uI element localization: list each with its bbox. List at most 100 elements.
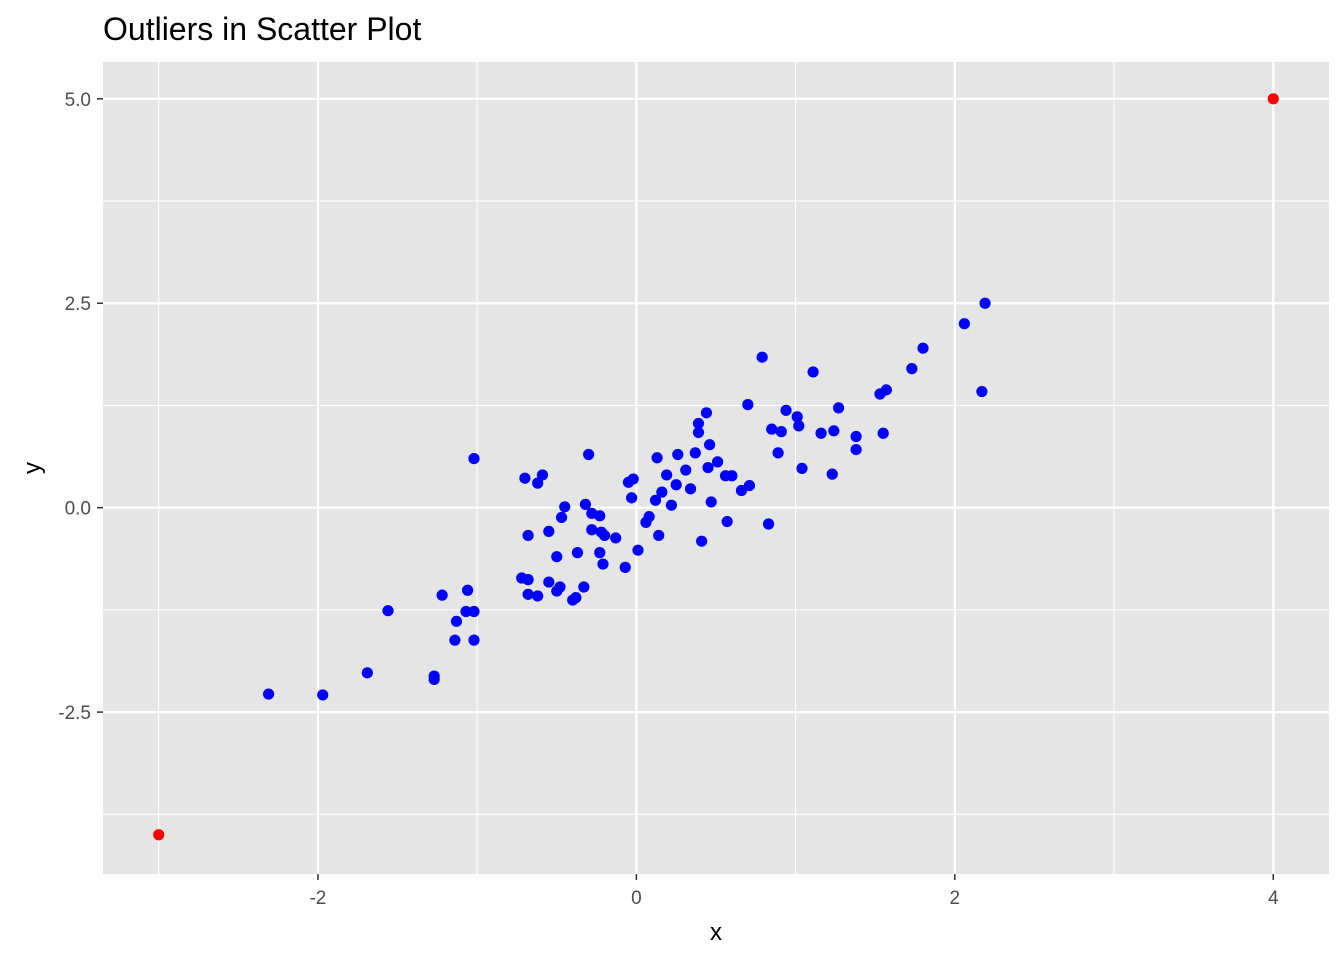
data-point (702, 461, 714, 474)
data-point (850, 444, 862, 456)
data-point (692, 417, 705, 430)
x-tick-label: -2 (309, 888, 326, 909)
data-point (815, 427, 827, 439)
data-point (670, 479, 682, 491)
data-point (436, 589, 448, 601)
data-point (979, 297, 991, 309)
data-point (653, 529, 665, 542)
data-point (850, 430, 862, 443)
data-point (522, 574, 534, 586)
outlier-point (1267, 93, 1279, 105)
data-point (382, 605, 394, 617)
data-point (684, 483, 697, 495)
data-point (705, 496, 717, 508)
data-point (791, 411, 803, 423)
data-point (594, 547, 606, 559)
y-tick-label: 5.0 (65, 90, 91, 111)
data-point (976, 385, 988, 398)
data-point (689, 447, 701, 459)
data-point (711, 456, 724, 468)
y-axis-ticks: -2.5 0.0 2.5 5.0 (58, 90, 103, 724)
outlier-point (153, 829, 165, 841)
data-point (586, 524, 598, 536)
data-point (594, 510, 606, 522)
data-point (462, 584, 474, 596)
minor-gridlines (103, 62, 1329, 874)
data-point (555, 511, 568, 524)
data-point (571, 547, 584, 559)
data-point (532, 590, 544, 602)
data-point (532, 477, 544, 489)
data-point (726, 470, 738, 482)
data-point (578, 581, 590, 593)
data-point (651, 452, 663, 464)
data-point (917, 342, 929, 354)
y-axis-label: y (19, 462, 46, 474)
data-point (536, 469, 549, 481)
data-point (598, 529, 611, 542)
data-point (449, 634, 461, 646)
data-point (317, 689, 329, 701)
data-points (153, 93, 1279, 841)
data-point (559, 501, 571, 513)
data-point (627, 473, 639, 485)
data-point (361, 667, 373, 679)
data-point (570, 592, 582, 604)
data-point (772, 447, 784, 459)
data-point (680, 464, 692, 476)
data-point (756, 351, 768, 363)
data-point (262, 688, 275, 700)
data-point (793, 420, 805, 432)
data-point (597, 558, 609, 570)
data-point (522, 588, 534, 600)
data-point (700, 407, 713, 419)
data-point (460, 605, 472, 618)
y-tick-label: -2.5 (58, 703, 91, 724)
data-point (721, 515, 733, 528)
data-point (906, 363, 918, 375)
data-point (833, 402, 845, 414)
data-point (643, 511, 655, 523)
data-point (428, 673, 440, 685)
data-point (742, 399, 754, 411)
data-point (826, 468, 838, 480)
plot-panel (103, 62, 1329, 874)
data-point (468, 634, 480, 646)
data-point (656, 486, 668, 498)
data-point (672, 448, 684, 461)
x-tick-label: 0 (631, 888, 642, 909)
data-point (880, 384, 892, 396)
data-point (743, 479, 756, 492)
data-point (632, 544, 644, 556)
y-tick-label: 2.5 (65, 294, 91, 315)
data-point (692, 426, 705, 439)
data-point (704, 439, 716, 451)
data-point (579, 498, 592, 510)
data-point (619, 561, 631, 573)
data-point (551, 551, 563, 563)
data-point (661, 469, 673, 481)
data-point (696, 535, 708, 547)
data-point (626, 492, 638, 504)
data-point (958, 318, 970, 330)
x-tick-label: 4 (1268, 888, 1279, 909)
data-point (762, 518, 775, 530)
data-point (583, 448, 595, 461)
data-point (610, 532, 622, 544)
data-point (554, 581, 566, 593)
data-point (807, 366, 819, 378)
data-point (828, 425, 840, 437)
data-point (543, 576, 555, 588)
data-point (543, 525, 555, 537)
data-point (450, 615, 463, 627)
data-point (468, 452, 480, 465)
y-tick-label: 0.0 (65, 499, 91, 520)
data-point (766, 423, 778, 435)
data-point (665, 499, 678, 511)
chart-title: Outliers in Scatter Plot (103, 11, 421, 47)
x-axis-ticks: -2 0 2 4 (309, 874, 1279, 909)
major-gridlines (103, 62, 1329, 874)
data-point (775, 426, 787, 438)
x-axis-label: x (710, 919, 722, 946)
